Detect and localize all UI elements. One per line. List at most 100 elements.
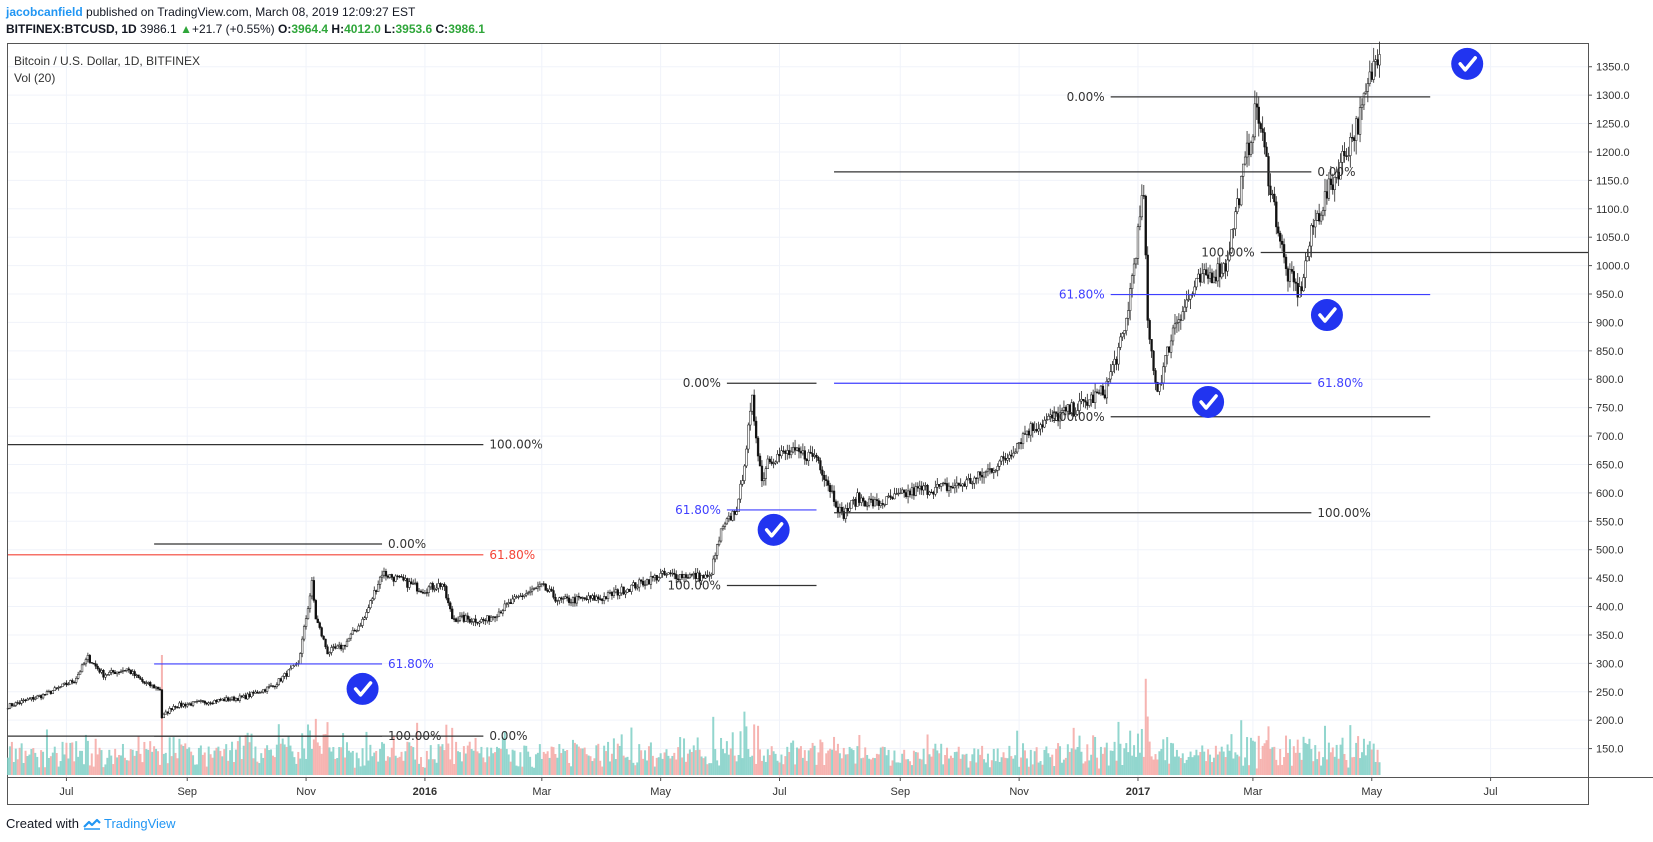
volume-bar [663,752,666,775]
volume-bar [794,764,797,775]
volume-bar [361,748,364,775]
volume-bar [782,764,785,775]
volume-bar [67,758,70,775]
volume-bar [1283,757,1286,775]
volume-bar [1156,759,1159,775]
candle-body [41,694,45,699]
volume-bar [1212,757,1215,775]
volume-bar [881,746,884,775]
volume-bar [51,752,54,775]
fib-label: 0.00% [388,537,426,551]
candle-body [525,593,528,596]
volume-bar [293,757,296,775]
candle-body [258,692,261,694]
volume-bar [1164,760,1167,775]
price-axis[interactable]: 150.0 200.0 250.0 300.0 350.0 400.0 450.0 500.0… [1588,62,1630,756]
volume-bar [599,760,602,775]
volume-bar [320,753,323,775]
volume-bar [653,766,656,775]
candle-body [977,471,980,479]
candle-body [180,702,183,707]
volume-bar [460,761,463,775]
time-axis[interactable]: Jul Sep Nov 2016 Mar May Jul Sep Nov 2017 Mar May Ju… [59,777,1498,798]
candle-body [1232,228,1235,230]
candle-body [1169,340,1173,353]
volume-bar [747,749,750,775]
candle-body [747,424,750,450]
candle-body [388,574,391,578]
candle-body [534,587,538,590]
candle-body [1294,281,1297,284]
candle-body [1197,273,1200,279]
fib-label: 0.00% [683,376,721,390]
volume-bar [359,766,362,775]
checkmarks [346,47,1484,705]
candle-body [490,617,493,622]
candle-body [515,596,518,598]
candle-body [1113,358,1116,366]
volume-bar [365,731,368,775]
candle-body [1023,433,1027,435]
price-tick-label: 1150.0 [1596,175,1629,187]
tradingview-link[interactable]: TradingView [83,816,176,831]
volume-bar [1010,756,1013,775]
candle-body [250,691,253,697]
volume-bar [416,722,419,775]
candle-body [528,590,532,593]
candle-body [1103,394,1106,399]
candle-body [149,682,152,687]
volume-bar [102,767,105,775]
candle-body [610,592,614,596]
volume-bar [657,757,660,775]
volume-bar [809,748,812,775]
volume-bar [1253,741,1256,775]
candle-body [692,572,695,575]
volume-bar [244,735,247,775]
time-tick-label: Sep [890,786,910,798]
candle-body [341,645,345,650]
volume-bar [870,759,873,775]
candle-body [254,691,257,694]
candle-body [1074,414,1077,417]
candle-body [647,579,651,585]
ohlc-line: BITFINEX:BTCUSD, 1D 3986.1 ▲+21.7 (+0.55… [6,21,485,38]
volume-bar [1148,741,1151,775]
price-tick-label: 450.0 [1596,573,1624,585]
candle-body [1016,443,1019,453]
candle-body [846,508,849,512]
volume-bar [605,751,608,775]
fib-label: 61.80% [1059,288,1105,302]
candle-body [262,689,265,693]
candle-body [1292,271,1295,283]
candle-body [1345,155,1348,157]
candle-body [743,465,746,481]
candle-body [784,450,787,454]
volume-bar [135,750,138,775]
candle-body [766,458,769,469]
volume-bar [573,742,576,775]
candle-body [195,700,199,703]
author-link[interactable]: jacobcanfield [6,5,83,19]
candle-body [466,615,469,620]
volume-bar [1228,750,1231,775]
candle-body [336,645,339,649]
candle-body [1097,392,1101,394]
candle-body [189,703,193,706]
volume-bar [1062,759,1065,775]
candle-body [1212,276,1216,284]
volume-bar [914,752,917,775]
volume-bar [141,762,144,775]
candle-body [1280,241,1284,245]
candle-body [1288,269,1292,282]
volume-bar [875,753,878,775]
volume-bar [1173,756,1176,775]
candle-body [80,664,84,673]
volume-bar [607,741,610,775]
candle-body [955,482,958,487]
candle-body [727,515,730,520]
candle-body [739,483,742,500]
candle-body [427,586,430,593]
volume-bar [151,751,154,775]
time-tick-label: Sep [177,786,197,798]
